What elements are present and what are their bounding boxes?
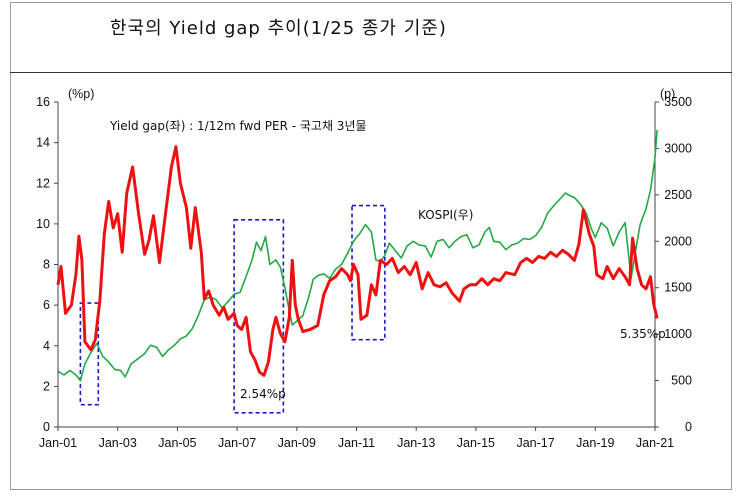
- x-axis-tick-label: Jan-21: [636, 436, 674, 450]
- highlight-boxes: [79, 204, 386, 414]
- left-axis-tick-label: 6: [43, 298, 50, 312]
- yield-gap-low-label: 2.54%p: [240, 387, 286, 401]
- series-lines: [56, 129, 659, 382]
- chart-frame: [10, 2, 732, 490]
- x-axis-tick-label: Jan-11: [338, 436, 375, 450]
- left-axis-tick-label: 0: [43, 420, 50, 434]
- left-axis-tick-label: 16: [36, 95, 50, 109]
- x-axis-tick-label: Jan-05: [158, 436, 196, 450]
- x-axis-tick-label: Jan-17: [516, 436, 554, 450]
- chart-title: 한국의 Yield gap 추이(1/25 종가 기준): [110, 18, 447, 39]
- left-axis-tick-label: 12: [36, 176, 50, 190]
- kospi-line: [57, 129, 658, 382]
- right-axis-tick-label: 1000: [664, 327, 692, 341]
- right-axis-tick-label: 3500: [664, 95, 692, 109]
- x-axis-tick-label: Jan-13: [397, 436, 435, 450]
- highlight-box: [79, 302, 100, 406]
- x-axis-tick-label: Jan-03: [99, 436, 137, 450]
- x-axis-tick-label: Jan-19: [576, 436, 614, 450]
- right-axis-tick-label: 1500: [664, 281, 692, 295]
- x-axis-tick-label: Jan-07: [218, 436, 256, 450]
- left-axis-tick-label: 8: [43, 258, 50, 272]
- yield-gap-line: [56, 145, 659, 377]
- right-axis-tick-label: 3000: [664, 141, 692, 155]
- left-axis-unit: (%p): [68, 87, 94, 101]
- left-axis-tick-label: 14: [36, 136, 50, 150]
- right-axis-unit: (p): [660, 87, 675, 101]
- yield-gap-legend-annotation: Yield gap(좌) : 1/12m fwd PER - 국고채 3년물: [109, 119, 367, 133]
- left-axis-tick-label: 2: [43, 379, 50, 393]
- left-axis-tick-label: 4: [43, 339, 50, 353]
- right-axis-tick-label: 0: [685, 420, 692, 434]
- yield-gap-last-label: 5.35%p: [620, 327, 666, 341]
- x-axis-tick-label: Jan-01: [39, 436, 77, 450]
- left-axis-tick-label: 10: [36, 217, 50, 231]
- right-axis-tick-label: 500: [671, 374, 692, 388]
- x-axis-tick-label: Jan-09: [278, 436, 316, 450]
- kospi-series-label: KOSPI(우): [418, 208, 473, 222]
- chart-annotations: (%p) (p) Yield gap(좌) : 1/12m fwd PER - …: [68, 87, 675, 401]
- right-axis-tick-label: 2000: [664, 234, 692, 248]
- x-axis-tick-label: Jan-15: [457, 436, 495, 450]
- title-divider: [10, 72, 732, 73]
- right-axis-tick-label: 2500: [664, 188, 692, 202]
- axes: 0 2 4 6 8 10 12 14 16 0 500 1000 1500 2000 2500 3000 350…: [36, 95, 692, 450]
